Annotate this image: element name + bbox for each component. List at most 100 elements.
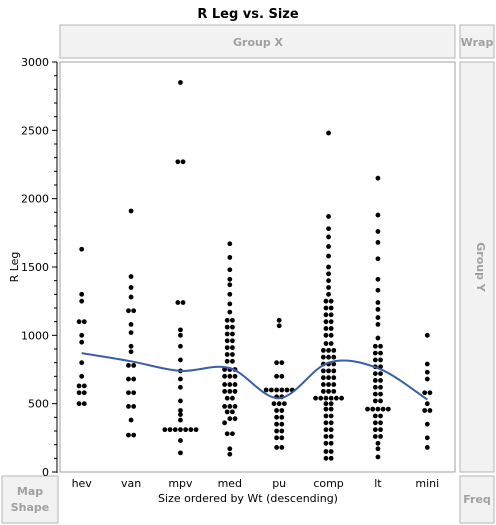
point-med	[227, 282, 233, 288]
point-comp	[331, 375, 337, 381]
point-comp	[328, 395, 334, 401]
point-comp	[323, 395, 329, 401]
point-mpv	[178, 438, 183, 443]
point-van	[128, 349, 134, 355]
point-mpv	[183, 427, 189, 433]
point-comp	[328, 341, 334, 346]
group-x-zone[interactable]: Group X	[59, 24, 456, 59]
y-tick-label: 0	[42, 466, 49, 479]
point-comp	[328, 455, 334, 461]
point-mpv	[178, 417, 183, 423]
point-van	[131, 376, 137, 382]
point-comp	[323, 341, 329, 346]
point-mini	[424, 445, 430, 450]
group-y-zone[interactable]: Group Y	[459, 61, 495, 473]
point-lt	[378, 434, 383, 439]
point-pu	[274, 373, 279, 379]
point-lt	[370, 406, 376, 412]
point-pu	[279, 421, 285, 427]
point-lt	[372, 357, 378, 363]
point-med	[232, 388, 238, 394]
point-van	[126, 376, 131, 382]
point-comp	[328, 305, 334, 311]
point-comp	[326, 253, 331, 259]
point-mpv	[180, 159, 186, 165]
point-hev	[79, 246, 85, 252]
point-hev	[81, 401, 87, 407]
point-van	[128, 274, 134, 279]
point-pu	[274, 360, 279, 366]
point-lt	[375, 406, 381, 412]
point-med	[230, 338, 235, 344]
x-tick-label-lt: lt	[374, 477, 382, 490]
point-hev	[79, 339, 85, 345]
point-med	[232, 382, 238, 387]
point-med	[227, 301, 233, 307]
point-lt	[375, 335, 381, 341]
point-pu	[274, 387, 279, 393]
point-van	[128, 330, 134, 335]
point-van	[126, 390, 131, 396]
point-mpv	[167, 427, 173, 433]
point-comp	[326, 264, 331, 270]
point-comp	[328, 440, 334, 446]
point-med	[222, 404, 228, 409]
point-lt	[378, 398, 383, 404]
point-comp	[331, 368, 337, 374]
point-comp	[328, 406, 334, 412]
map-shape-label-line2: Shape	[11, 501, 50, 514]
point-comp	[323, 420, 329, 426]
x-tick-label-van: van	[121, 477, 141, 490]
point-med	[230, 395, 235, 401]
point-lt	[378, 391, 383, 397]
point-med	[222, 388, 228, 394]
point-van	[131, 363, 137, 368]
point-lt	[372, 398, 378, 404]
point-lt	[372, 420, 378, 426]
point-hev	[79, 373, 85, 379]
point-comp	[320, 382, 326, 387]
point-pu	[284, 387, 290, 393]
point-comp	[331, 382, 337, 387]
point-med	[230, 317, 235, 323]
point-med	[224, 331, 230, 337]
point-comp	[320, 354, 326, 360]
point-comp	[326, 388, 331, 394]
wrap-zone[interactable]: Wrap	[459, 24, 495, 59]
point-comp	[323, 298, 329, 304]
point-mini	[427, 408, 433, 413]
point-comp	[326, 226, 331, 232]
map-shape-zone[interactable]: Map Shape	[1, 475, 59, 524]
point-mpv	[178, 332, 183, 338]
point-comp	[331, 347, 337, 353]
point-comp	[328, 401, 334, 407]
point-comp	[339, 395, 344, 401]
point-lt	[378, 357, 383, 363]
point-comp	[320, 347, 326, 353]
point-pu	[279, 373, 285, 379]
point-mpv	[178, 357, 183, 363]
point-comp	[328, 413, 334, 419]
y-tick-label: 1000	[21, 329, 49, 342]
point-comp	[323, 413, 329, 419]
point-pu	[268, 387, 274, 393]
freq-label: Freq	[463, 493, 491, 506]
point-med	[227, 373, 233, 379]
point-mpv	[178, 80, 183, 85]
smoother-line	[81, 352, 428, 401]
point-med	[227, 255, 233, 260]
point-pu	[279, 445, 285, 450]
point-comp	[323, 434, 329, 439]
x-tick-label-mpv: mpv	[168, 477, 193, 490]
point-hev	[79, 291, 85, 297]
point-med	[230, 352, 235, 357]
point-lt	[372, 343, 378, 349]
point-med	[222, 420, 228, 426]
y-tick-label: 500	[28, 398, 49, 411]
point-mpv	[178, 376, 183, 382]
point-med	[224, 324, 230, 330]
point-med	[232, 404, 238, 409]
point-lt	[375, 276, 381, 282]
point-hev	[76, 319, 82, 325]
freq-zone[interactable]: Freq	[459, 475, 495, 524]
